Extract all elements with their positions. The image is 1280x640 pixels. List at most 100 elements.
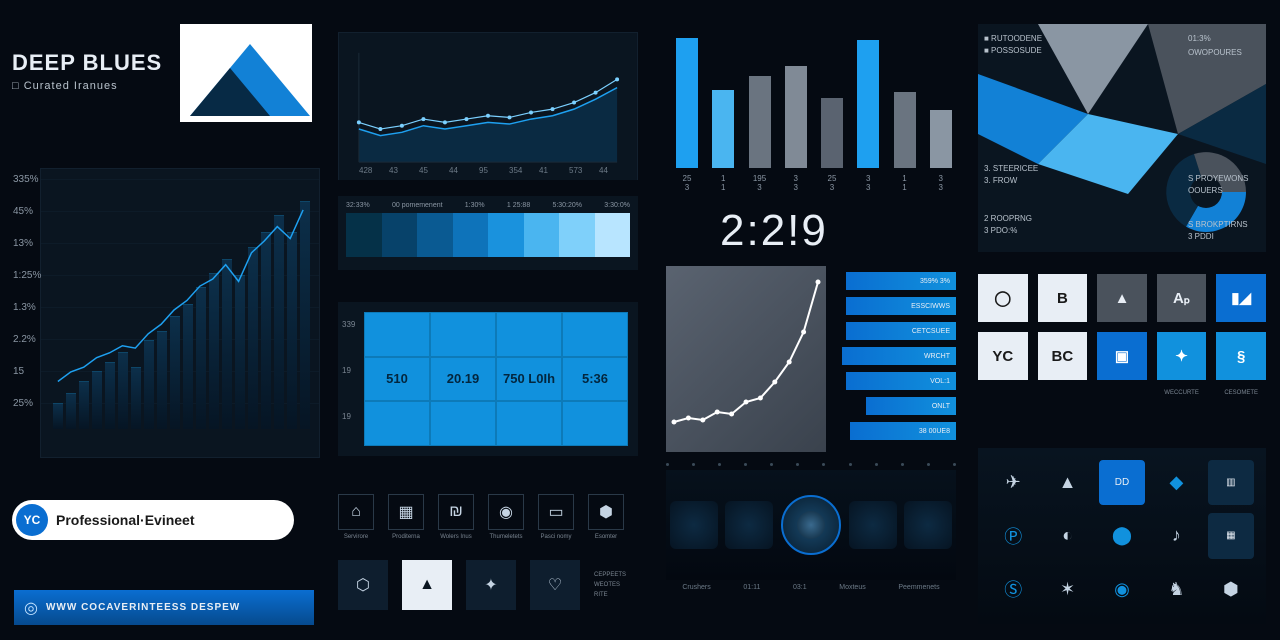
feature-icon[interactable]: ⌂: [338, 494, 374, 530]
tile[interactable]: ▮◢: [1216, 274, 1266, 322]
bar: [785, 66, 807, 168]
tile[interactable]: YC: [978, 332, 1028, 380]
feature-label: Proditerna: [392, 534, 420, 540]
composite-label: 3. FROW: [984, 176, 1017, 186]
bottom-banner[interactable]: ◎ WWW COCAVERINTEESS DESPEW: [14, 590, 314, 625]
tech-label: Crushers: [682, 584, 710, 591]
feature-icon[interactable]: ▲: [402, 560, 452, 610]
left-bar-chart: 335%45%13%1:25%1.3%2.2%1525%: [40, 168, 320, 458]
h-bar: 38 00UE8: [850, 422, 956, 440]
y-tick: 1.3%: [13, 302, 36, 313]
feature-icon[interactable]: ▦: [388, 494, 424, 530]
grid-icon[interactable]: ▲: [1044, 460, 1090, 505]
gradient-segment: [382, 213, 418, 257]
feature-icon[interactable]: ⬢: [588, 494, 624, 530]
grid-icon[interactable]: ◉: [1099, 567, 1145, 612]
tech-tile-main[interactable]: [781, 495, 841, 555]
grid-icon[interactable]: ✈: [990, 460, 1036, 505]
tech-label: Moxteus: [839, 584, 865, 591]
table-cell: [430, 401, 496, 446]
feature-label: Thumeletets: [489, 534, 522, 540]
feature-icon[interactable]: ◉: [488, 494, 524, 530]
tech-strip: [666, 470, 956, 580]
side-label: RITE: [594, 592, 626, 598]
tile-caption: WECCURTE: [1157, 390, 1207, 396]
grid-icon[interactable]: Ⓢ: [990, 567, 1036, 612]
tech-tile[interactable]: [725, 501, 773, 549]
icon-row-2: ⬡ ▲ ✦ ♡ CEPPEETS WEOTES RITE: [338, 560, 626, 610]
badge-text: Professional·Evineet: [56, 512, 195, 528]
composite-label: ■ POSSOSUDE: [984, 46, 1042, 56]
composite-label: ■ RUTOODENE: [984, 34, 1042, 44]
x-tick: 44: [599, 166, 608, 175]
grid-icon[interactable]: ▥: [1208, 460, 1254, 505]
tile[interactable]: ▲: [1097, 274, 1147, 322]
gradient-segment: [595, 213, 631, 257]
x-label: 33: [857, 174, 879, 192]
x-label: 11: [712, 174, 734, 192]
gradient-segment: [524, 213, 560, 257]
feature-label: Wolers Inus: [440, 534, 472, 540]
feature-icon[interactable]: ▭: [538, 494, 574, 530]
feature-icon[interactable]: ₪: [438, 494, 474, 530]
composite-label: 3 PDO:%: [984, 226, 1017, 236]
strip-header: 1 25:88: [507, 202, 530, 209]
side-label: WEOTES: [594, 582, 626, 588]
line-chart-top: Beep Own Runs Yart 428434544953544157344: [338, 32, 638, 180]
tech-label: 01:11: [743, 584, 760, 591]
tile-caption: [1038, 390, 1088, 396]
feature-icon[interactable]: ⬡: [338, 560, 388, 610]
gradient-segment: [488, 213, 524, 257]
gradient-segment: [559, 213, 595, 257]
grid-icon[interactable]: ▦: [1208, 513, 1254, 558]
x-tick: 41: [539, 166, 548, 175]
bar: [712, 90, 734, 168]
grid-icon[interactable]: Ⓟ: [990, 513, 1036, 558]
grid-icon[interactable]: ◐: [1044, 513, 1090, 558]
y-tick: 13%: [13, 238, 33, 249]
tile[interactable]: BC: [1038, 332, 1088, 380]
tile[interactable]: ✦: [1157, 332, 1207, 380]
tile[interactable]: §: [1216, 332, 1266, 380]
table-cell: [562, 401, 628, 446]
brand-subtitle: □ Curated Iranues: [12, 80, 118, 92]
x-tick: 354: [509, 166, 522, 175]
tech-tile[interactable]: [849, 501, 897, 549]
tile[interactable]: B: [1038, 274, 1088, 322]
tech-tile[interactable]: [904, 501, 952, 549]
grid-icon[interactable]: ◆: [1153, 460, 1199, 505]
x-label: 253: [676, 174, 698, 192]
composite-label: 3. STEERICEE: [984, 164, 1038, 174]
grid-icon[interactable]: DD: [1099, 460, 1145, 505]
tile[interactable]: ◯: [978, 274, 1028, 322]
side-label: CEPPEETS: [594, 572, 626, 578]
composite-label: 3 PDDI: [1188, 232, 1214, 242]
grid-icon[interactable]: ✶: [1044, 567, 1090, 612]
composite-label: S BROKPTIRNS: [1188, 220, 1248, 230]
x-tick: 45: [419, 166, 428, 175]
h-bar: CETCSUEE: [846, 322, 956, 340]
table-cell: 20.19: [430, 357, 496, 402]
tech-tile[interactable]: [670, 501, 718, 549]
professional-badge[interactable]: YC Professional·Evineet: [12, 500, 294, 540]
composite-label: S PROYEWONS: [1188, 174, 1248, 184]
feature-label: Servirore: [344, 534, 368, 540]
x-tick: 428: [359, 166, 372, 175]
tile[interactable]: ▣: [1097, 332, 1147, 380]
tile-caption: CESOMETE: [1216, 390, 1266, 396]
x-tick: 95: [479, 166, 488, 175]
bar: [930, 110, 952, 168]
feature-icon[interactable]: ✦: [466, 560, 516, 610]
h-bar: 359% 3%: [846, 272, 956, 290]
grid-icon[interactable]: ♪: [1153, 513, 1199, 558]
h-bar: WRCHT: [842, 347, 956, 365]
h-bar: ESSCIWWS: [846, 297, 956, 315]
tile[interactable]: Aₚ: [1157, 274, 1207, 322]
feature-icon[interactable]: ♡: [530, 560, 580, 610]
grid-icon[interactable]: ⬤: [1099, 513, 1145, 558]
grid-icon[interactable]: ♞: [1153, 567, 1199, 612]
grid-icon[interactable]: ⬢: [1208, 567, 1254, 612]
icon-row-1: ⌂ Servirore ▦ Proditerna ₪ Wolers Inus ◉ Thumel…: [338, 494, 624, 540]
growth-panel: 359% 3%ESSCIWWSCETCSUEEWRCHTVOL:1ONLT38 …: [666, 266, 956, 452]
composite-label: 01:3%: [1188, 34, 1211, 44]
